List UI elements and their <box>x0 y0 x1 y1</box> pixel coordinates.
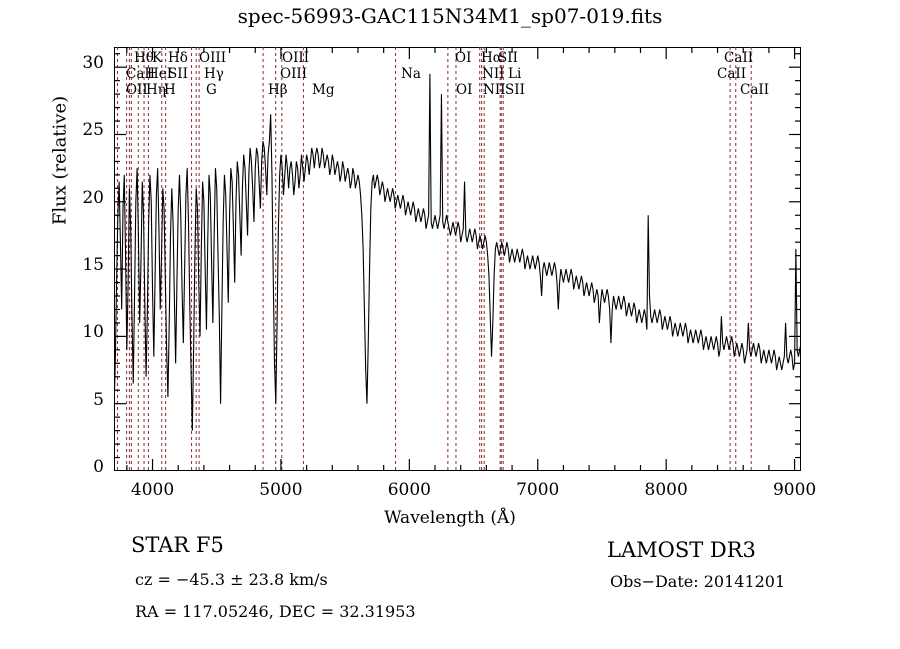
y-tick-label: 20 <box>82 187 104 208</box>
line-label-nii: NII <box>482 66 505 82</box>
x-tick-label: 9000 <box>772 480 817 500</box>
line-label-oiii: OIII <box>282 50 310 66</box>
survey-name-text: LAMOST DR3 <box>607 538 756 562</box>
y-axis-label: Flux (relative) <box>49 95 71 226</box>
x-tick-label: 5000 <box>259 480 303 500</box>
observation-date-text: Obs−Date: 20141201 <box>610 572 786 591</box>
line-label-li: Li <box>508 66 522 82</box>
line-label-caii: CaII <box>740 82 770 98</box>
line-label-h: Hη <box>146 82 166 98</box>
line-label-oiii: OIII <box>199 50 227 66</box>
redshift-velocity-text: cz = −45.3 ± 23.8 km/s <box>135 570 328 589</box>
line-label-caii: CaII <box>717 66 747 82</box>
line-label-sii: SII <box>505 82 525 98</box>
line-label-nii: NII <box>483 82 506 98</box>
axis-ticks <box>114 47 801 471</box>
x-tick-label: 6000 <box>387 480 431 500</box>
line-label-g: G <box>206 82 217 98</box>
line-label-mg: Mg <box>312 82 335 98</box>
y-tick-label: 10 <box>82 322 104 343</box>
line-label-h: Hγ <box>204 66 224 82</box>
object-class-text: STAR F5 <box>131 533 224 557</box>
x-tick-label: 8000 <box>644 480 688 500</box>
y-tick-label: 5 <box>93 389 104 410</box>
x-tick-label: 4000 <box>130 480 175 500</box>
line-label-sii: SII <box>498 50 518 66</box>
line-label-oi: OI <box>455 50 472 66</box>
line-label-h: Hθ <box>134 50 154 66</box>
y-tick-label: 15 <box>82 255 104 276</box>
page-title: spec-56993-GAC115N34M1_sp07-019.fits <box>237 4 663 28</box>
line-label-h: H <box>164 82 176 98</box>
spectral-line-markers <box>116 47 752 471</box>
line-label-oi: OI <box>456 82 473 98</box>
line-label-k: K <box>152 50 163 66</box>
y-tick-label: 25 <box>82 120 104 141</box>
line-label-sii: SII <box>168 66 188 82</box>
line-label-h: Hα <box>481 50 502 66</box>
y-tick-label: 0 <box>93 457 104 477</box>
line-label-caii: CaII <box>126 66 156 82</box>
spectrum-plot-area <box>114 47 801 471</box>
line-label-hei: HeI <box>147 66 173 82</box>
y-tick-label: 30 <box>82 53 104 74</box>
line-label-oiii: OIII <box>280 66 308 82</box>
line-label-h: Hβ <box>268 82 288 98</box>
x-tick-label: 7000 <box>516 480 560 500</box>
line-label-na: Na <box>401 66 421 82</box>
line-label-oii: OII <box>126 82 148 98</box>
line-label-caii: CaII <box>724 50 754 66</box>
line-label-h: Hδ <box>168 50 188 66</box>
spectrum-trace <box>114 73 801 431</box>
x-axis-label: Wavelength (Å) <box>384 508 516 528</box>
coordinates-text: RA = 117.05246, DEC = 32.31953 <box>135 602 416 621</box>
